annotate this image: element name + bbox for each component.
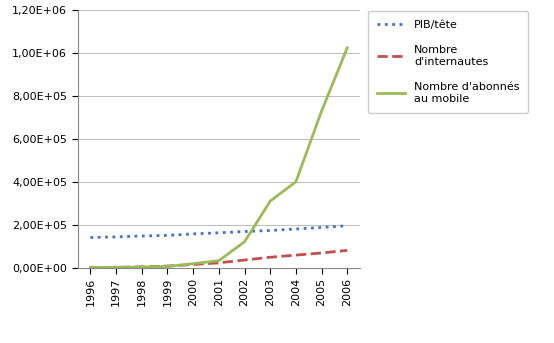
Nombre d'abonnés
au mobile [267,199,274,203]
Nombre d'abonnés
au mobile [138,265,145,269]
Line: PIB/tête: PIB/tête [90,226,347,237]
Nombre
d'internautes [344,248,351,252]
Nombre
d'internautes [318,251,325,255]
Nombre d'abonnés
au mobile [293,180,299,184]
PIB/tête [344,224,351,228]
Nombre
d'internautes [113,265,120,269]
PIB/tête [241,229,248,234]
PIB/tête [267,228,274,233]
PIB/tête [164,233,171,237]
Line: Nombre
d'internautes: Nombre d'internautes [90,250,347,268]
Nombre d'abonnés
au mobile [87,265,94,270]
PIB/tête [138,234,145,238]
Nombre d'abonnés
au mobile [190,262,197,266]
Nombre d'abonnés
au mobile [113,265,120,269]
PIB/tête [293,227,299,231]
PIB/tête [216,231,222,235]
Nombre d'abonnés
au mobile [344,46,351,50]
Nombre
d'internautes [190,262,197,267]
Nombre d'abonnés
au mobile [318,109,325,113]
Nombre
d'internautes [216,261,222,265]
Nombre
d'internautes [138,265,145,269]
PIB/tête [113,235,120,239]
PIB/tête [190,232,197,236]
Nombre d'abonnés
au mobile [216,259,222,263]
Nombre
d'internautes [293,253,299,257]
Nombre
d'internautes [267,255,274,259]
Legend: PIB/tête, Nombre
d'internautes, Nombre d'abonnés
au mobile: PIB/tête, Nombre d'internautes, Nombre d… [368,11,529,113]
Nombre
d'internautes [241,258,248,262]
PIB/tête [318,225,325,229]
Nombre d'abonnés
au mobile [164,264,171,269]
Nombre d'abonnés
au mobile [241,240,248,244]
Line: Nombre d'abonnés
au mobile: Nombre d'abonnés au mobile [90,48,347,268]
Nombre
d'internautes [164,264,171,268]
Nombre
d'internautes [87,265,94,270]
PIB/tête [87,235,94,239]
